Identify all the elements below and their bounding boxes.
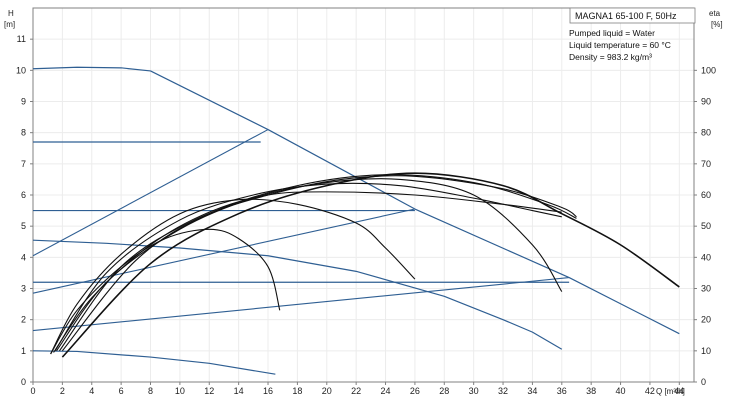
x-tick-label: 6	[119, 386, 124, 396]
right-y-axis-label-line2: [%]	[711, 20, 723, 29]
system-curve	[32, 277, 570, 332]
left-y-axis-ticks: 0 1 2 3 4 5 6 7 8 9 10 11	[16, 34, 33, 387]
left-y-tick-label: 10	[16, 65, 26, 75]
x-tick-label: 20	[322, 386, 332, 396]
right-y-tick-label: 50	[701, 221, 711, 231]
x-tick-label: 12	[204, 386, 214, 396]
left-y-tick-label: 6	[21, 190, 26, 200]
x-tick-label: 0	[30, 386, 35, 396]
efficiency-curve	[56, 178, 563, 352]
left-y-tick-label: 2	[21, 315, 26, 325]
right-y-tick-label: 20	[701, 315, 711, 325]
grid-layer	[32, 8, 694, 383]
x-tick-label: 30	[469, 386, 479, 396]
x-tick-label: 38	[586, 386, 596, 396]
head-curve	[32, 66, 680, 335]
x-tick-label: 34	[527, 386, 537, 396]
left-y-tick-label: 4	[21, 252, 26, 262]
left-y-axis-label: H [m]	[4, 9, 15, 29]
x-tick-label: 4	[89, 386, 94, 396]
left-y-axis-label-line1: H	[8, 9, 14, 18]
x-axis-ticks: 0 2 4 6 8 10 12 14 16 18 20 22 24 26 28 30 32 34 36 38 40 42 4…	[30, 382, 684, 396]
x-tick-label: 8	[148, 386, 153, 396]
right-y-tick-label: 10	[701, 346, 711, 356]
info-line-density: Density = 983.2 kg/m³	[569, 52, 652, 62]
efficiency-curve	[61, 172, 680, 358]
right-y-tick-label: 40	[701, 252, 711, 262]
chart-title: MAGNA1 65-100 F, 50Hz	[575, 11, 677, 21]
x-tick-label: 26	[410, 386, 420, 396]
left-y-tick-label: 0	[21, 377, 26, 387]
left-y-tick-label: 3	[21, 284, 26, 294]
left-y-tick-label: 7	[21, 159, 26, 169]
x-tick-label: 16	[263, 386, 273, 396]
efficiency-curve	[58, 175, 577, 352]
x-tick-label: 28	[439, 386, 449, 396]
right-y-tick-label: 30	[701, 284, 711, 294]
efficiency-curve	[61, 174, 577, 352]
efficiency-curve	[50, 228, 281, 355]
right-y-tick-label: 70	[701, 159, 711, 169]
info-line-temperature: Liquid temperature = 60 °C	[569, 40, 671, 50]
x-axis-label: Q [m³/h]	[656, 387, 685, 396]
left-y-tick-label: 8	[21, 128, 26, 138]
x-tick-label: 44	[674, 386, 684, 396]
efficiency-curve	[54, 182, 562, 352]
right-y-axis-label-line1: eta	[709, 9, 721, 18]
x-tick-label: 32	[498, 386, 508, 396]
left-y-tick-label: 5	[21, 221, 26, 231]
x-tick-label: 18	[292, 386, 302, 396]
x-tick-label: 36	[557, 386, 567, 396]
left-y-tick-label: 1	[21, 346, 26, 356]
left-y-tick-label: 9	[21, 97, 26, 107]
x-tick-label: 22	[351, 386, 361, 396]
x-tick-label: 10	[175, 386, 185, 396]
left-y-axis-label-line2: [m]	[4, 20, 15, 29]
right-y-tick-label: 100	[701, 65, 716, 75]
x-tick-label: 42	[645, 386, 655, 396]
right-y-axis-label: eta [%]	[709, 9, 723, 29]
title-box-frame	[569, 7, 696, 24]
info-block: Pumped liquid = Water Liquid temperature…	[569, 28, 671, 62]
series-layer	[32, 66, 680, 375]
x-tick-label: 40	[616, 386, 626, 396]
left-y-tick-label: 11	[17, 34, 26, 44]
x-tick-label: 24	[381, 386, 391, 396]
right-y-tick-label: 0	[701, 377, 706, 387]
title-box: MAGNA1 65-100 F, 50Hz	[569, 7, 696, 24]
head-curve	[32, 350, 276, 375]
right-y-tick-label: 60	[701, 190, 711, 200]
info-line-liquid: Pumped liquid = Water	[569, 28, 655, 38]
system-curve	[32, 129, 269, 257]
efficiency-curve	[50, 198, 416, 355]
x-tick-label: 2	[60, 386, 65, 396]
right-y-tick-label: 90	[701, 97, 711, 107]
x-tick-label: 14	[234, 386, 244, 396]
head-curve	[32, 239, 563, 350]
right-y-tick-label: 80	[701, 128, 711, 138]
right-y-axis-ticks: 0 10 20 30 40 50 60 70 80 90 100	[694, 65, 716, 387]
